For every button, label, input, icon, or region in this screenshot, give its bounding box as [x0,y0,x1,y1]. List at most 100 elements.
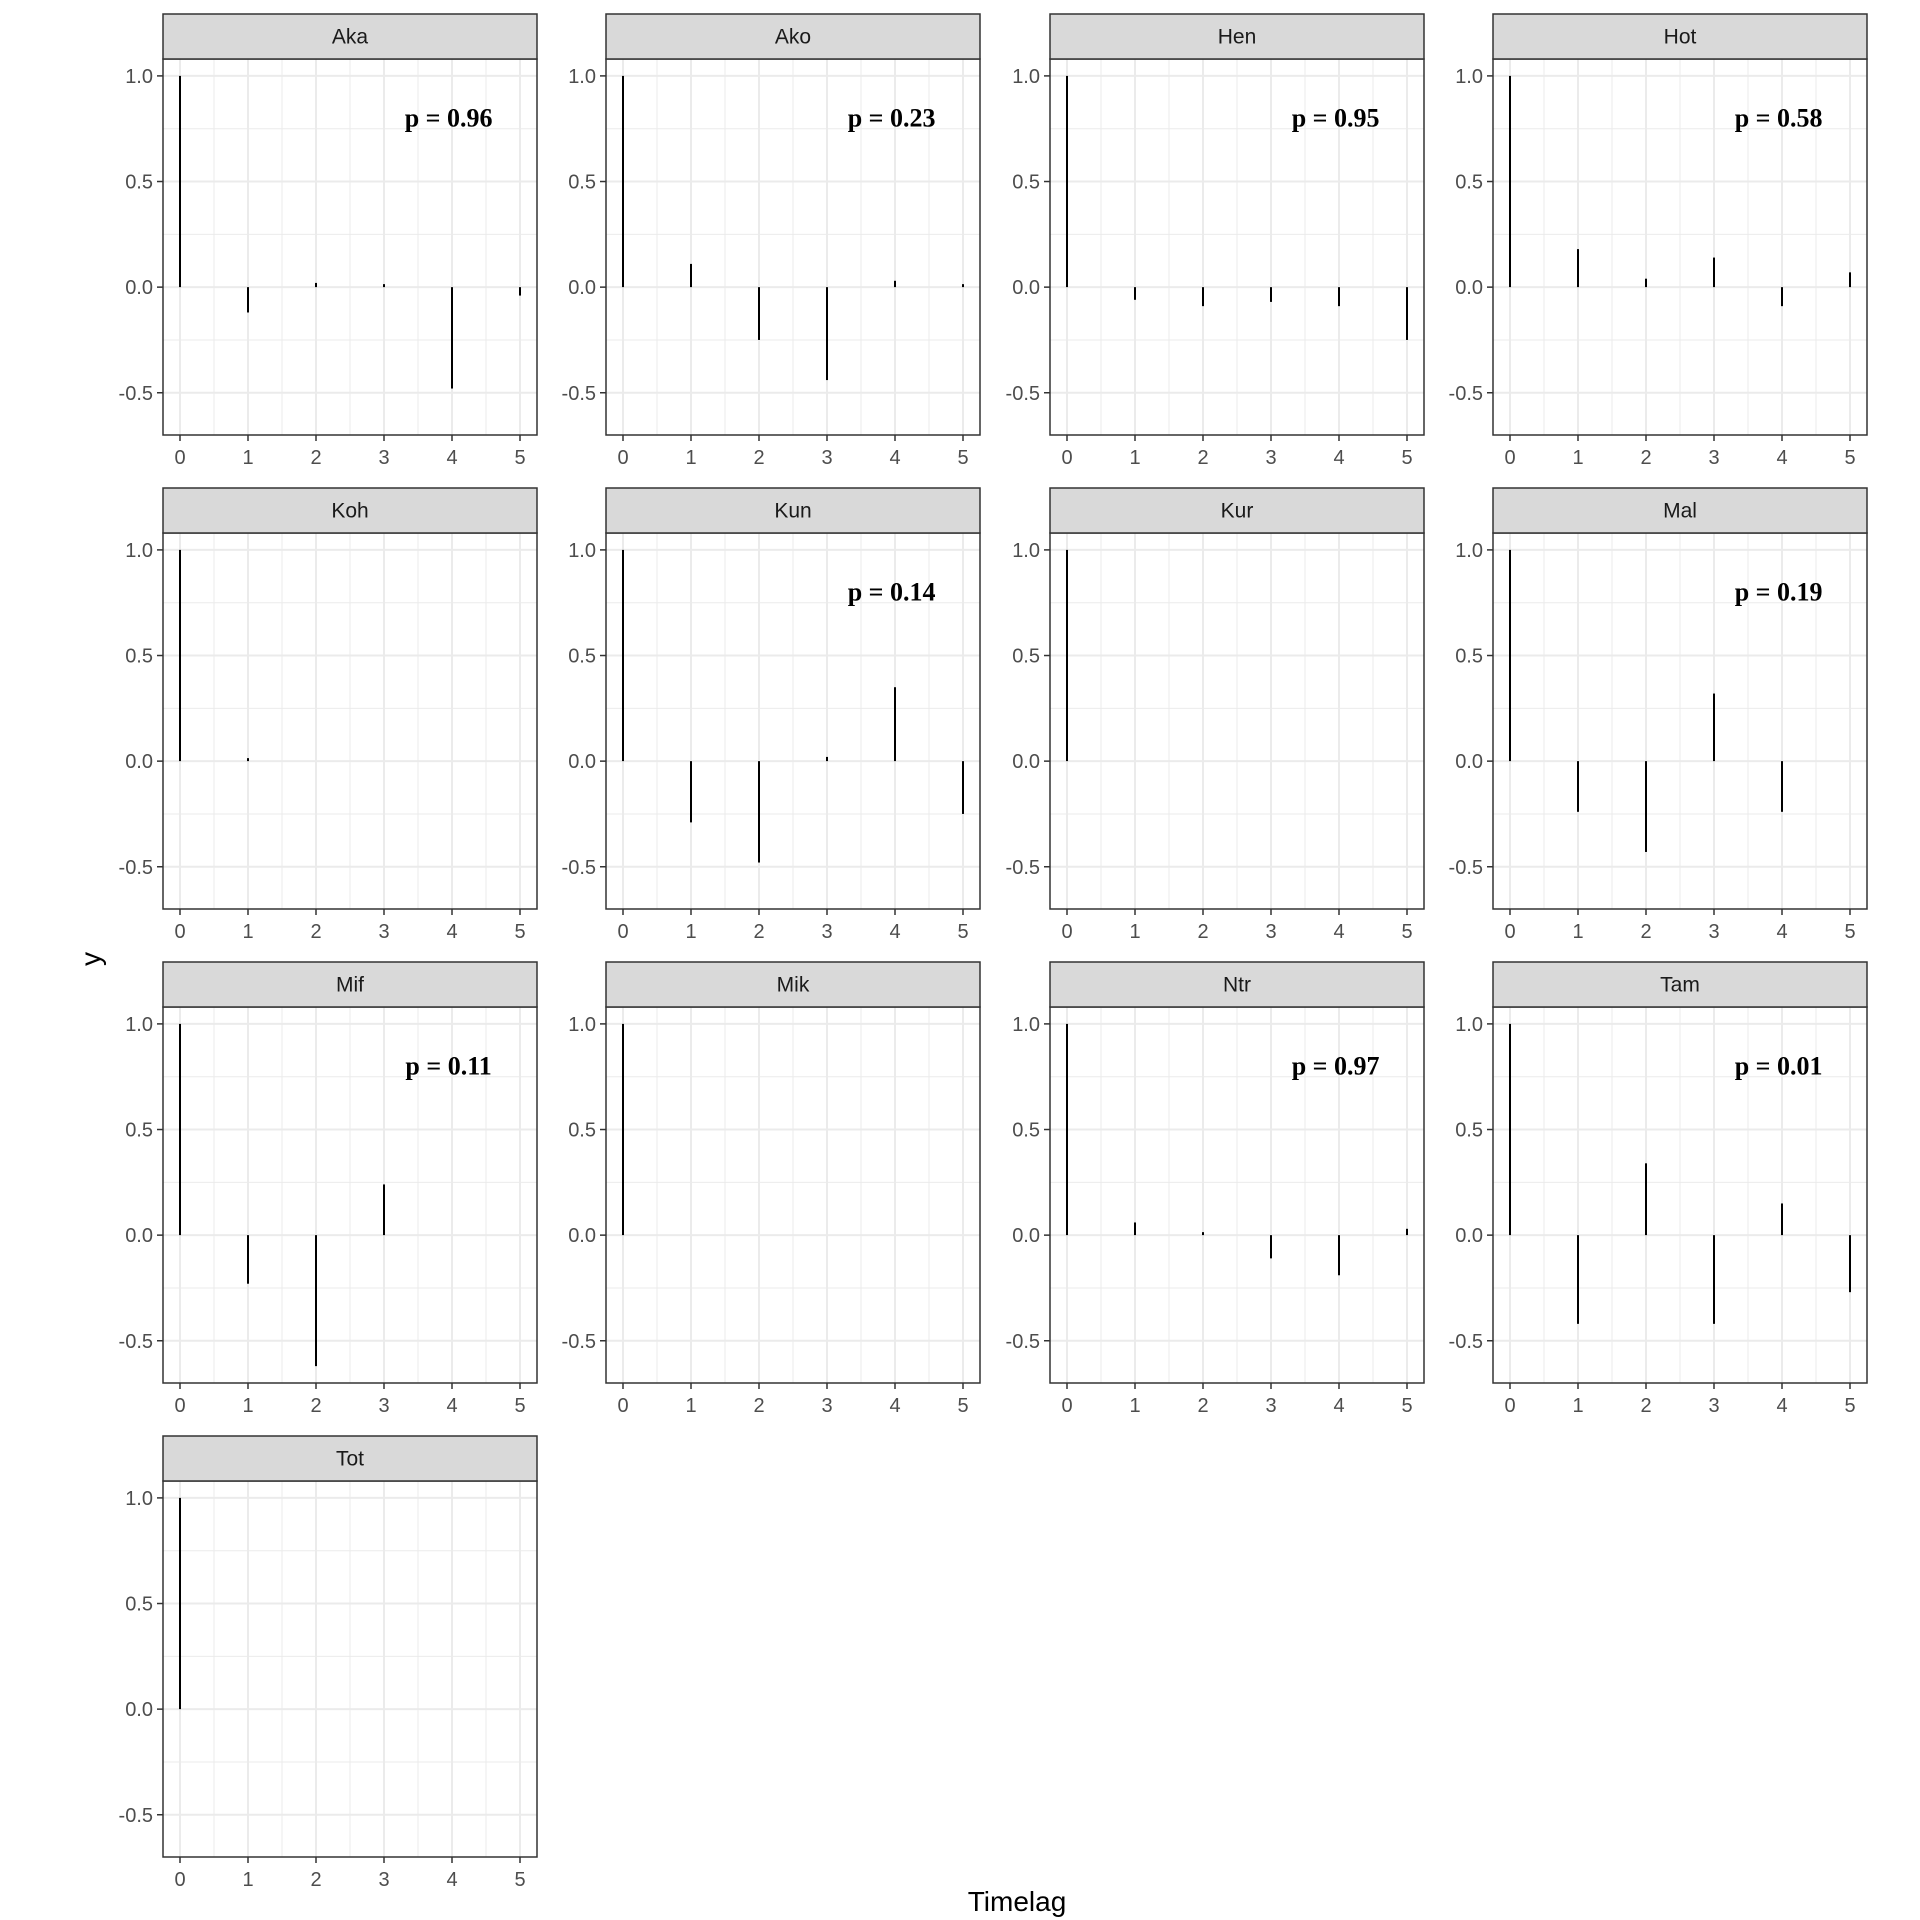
y-tick-label: 0.0 [125,277,153,299]
x-tick-label: 4 [1333,1395,1344,1417]
x-tick-label: 2 [753,921,764,943]
gridlines [1493,59,1867,435]
y-tick-label: 0.0 [568,751,596,773]
y-tick-label: 0.5 [1455,646,1483,668]
facet-panel-kur: Kur 1.0 0.5 0.0 -0.5 0 1 2 3 4 5 [1006,487,1425,943]
x-tick-label: 5 [957,447,968,469]
x-tick-label: 4 [1776,921,1787,943]
gridlines [606,59,980,435]
x-tick-label: 0 [617,447,628,469]
x-tick-label: 0 [1061,447,1072,469]
y-tick-label: 0.0 [1012,277,1040,299]
y-tick-label: 0.0 [1455,1225,1483,1247]
y-tick-label: 0.5 [1012,646,1040,668]
facet-strip [162,1435,538,1482]
x-tick-label: 3 [378,921,389,943]
x-tick-label: 3 [821,447,832,469]
y-tick-label: 1.0 [125,1014,153,1036]
facet-title: Mik [777,974,810,997]
facet-title: Mal [1663,500,1697,523]
x-tick-label: 5 [1844,1395,1855,1417]
x-tick-label: 3 [1265,447,1276,469]
x-tick-label: 1 [1572,921,1583,943]
facet-strip [162,487,538,534]
y-tick-label: 0.5 [568,1120,596,1142]
gridlines [1050,1007,1424,1383]
y-tick-label: 1.0 [568,1014,596,1036]
x-tick-label: 0 [174,447,185,469]
x-tick-label: 0 [1061,921,1072,943]
y-tick-label: -0.5 [119,1331,153,1353]
y-tick-label: -0.5 [562,857,596,879]
x-tick-label: 3 [378,1869,389,1891]
y-tick-label: 0.0 [1455,751,1483,773]
x-tick-label: 3 [1708,1395,1719,1417]
x-tick-label: 1 [685,921,696,943]
x-tick-label: 4 [1776,1395,1787,1417]
x-tick-label: 5 [514,447,525,469]
facet-strip [605,487,981,534]
y-tick-label: 0.5 [568,646,596,668]
facet-title: Mif [336,974,364,997]
facet-strip [605,961,981,1008]
x-tick-label: 3 [378,1395,389,1417]
y-tick-label: 0.0 [125,1225,153,1247]
facet-panel-mal: p = 0.19 Mal 1.0 0.5 0.0 -0.5 0 1 2 3 4 5 [1449,487,1868,943]
x-tick-label: 5 [1401,447,1412,469]
x-tick-label: 4 [889,1395,900,1417]
p-value-label: p = 0.01 [1735,1052,1823,1081]
facet-panel-ako: p = 0.23 Ako 1.0 0.5 0.0 -0.5 0 1 2 3 4 5 [562,13,981,469]
y-tick-label: 1.0 [125,1488,153,1510]
y-tick-label: -0.5 [1449,383,1483,405]
y-tick-label: 0.0 [568,277,596,299]
x-tick-label: 3 [1265,921,1276,943]
x-tick-label: 2 [1197,447,1208,469]
y-tick-label: 0.5 [1455,172,1483,194]
x-tick-label: 5 [514,921,525,943]
y-tick-label: -0.5 [1006,383,1040,405]
facet-title: Kur [1221,500,1254,523]
x-tick-label: 1 [242,921,253,943]
y-tick-label: -0.5 [1006,1331,1040,1353]
y-tick-label: 1.0 [1012,66,1040,88]
y-tick-label: -0.5 [1006,857,1040,879]
x-tick-label: 1 [1129,447,1140,469]
y-tick-label: 0.5 [1012,1120,1040,1142]
y-tick-label: 0.0 [1012,751,1040,773]
x-tick-label: 4 [446,1395,457,1417]
x-tick-label: 5 [957,921,968,943]
p-value-label: p = 0.97 [1292,1052,1380,1081]
y-tick-label: -0.5 [119,383,153,405]
x-tick-label: 2 [1640,1395,1651,1417]
facet-strip [605,13,981,60]
y-tick-label: 1.0 [1455,1014,1483,1036]
y-tick-label: -0.5 [119,857,153,879]
x-tick-label: 5 [1844,921,1855,943]
y-tick-label: 0.5 [568,172,596,194]
x-tick-label: 2 [310,921,321,943]
facet-title: Kun [774,500,811,523]
x-tick-label: 0 [617,921,628,943]
x-tick-label: 5 [1401,921,1412,943]
facet-title: Tot [336,1448,364,1471]
y-tick-label: 0.0 [1455,277,1483,299]
y-tick-label: 0.0 [125,1699,153,1721]
x-tick-label: 1 [1572,1395,1583,1417]
x-tick-label: 0 [174,1869,185,1891]
facet-title: Hot [1664,26,1697,49]
x-tick-label: 3 [1708,447,1719,469]
x-tick-label: 0 [174,1395,185,1417]
x-tick-label: 2 [310,1395,321,1417]
x-tick-label: 0 [1504,447,1515,469]
x-tick-label: 2 [753,1395,764,1417]
y-tick-label: 0.5 [125,646,153,668]
y-tick-label: 1.0 [568,66,596,88]
x-tick-label: 3 [1265,1395,1276,1417]
facet-strip [1049,13,1425,60]
y-tick-label: -0.5 [1449,857,1483,879]
p-value-label: p = 0.11 [405,1052,491,1081]
x-tick-label: 4 [446,1869,457,1891]
p-value-label: p = 0.23 [848,104,936,133]
facet-panel-tam: p = 0.01 Tam 1.0 0.5 0.0 -0.5 0 1 2 3 4 5 [1449,961,1868,1417]
x-tick-label: 1 [242,1395,253,1417]
